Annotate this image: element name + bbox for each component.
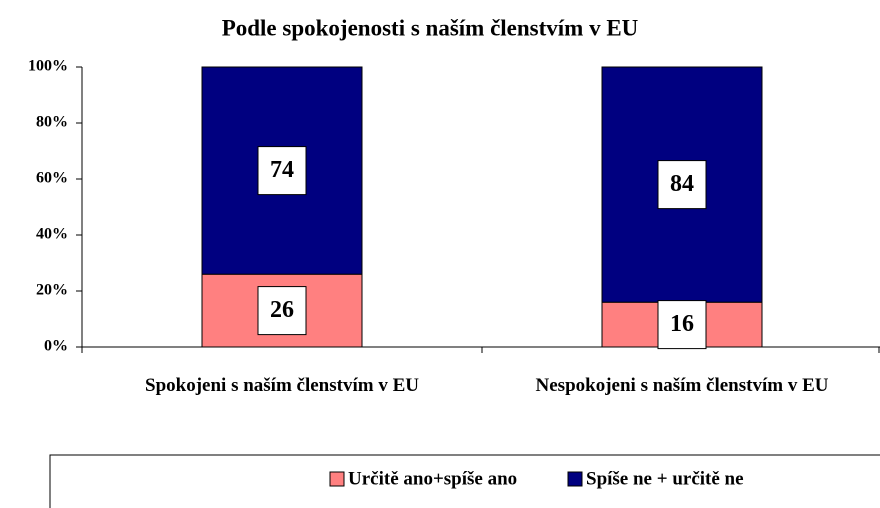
data-label: 16 xyxy=(670,311,694,337)
data-label: 26 xyxy=(270,297,294,323)
legend-label: Spíše ne + určitě ne xyxy=(586,468,744,489)
data-label-box xyxy=(657,160,707,210)
y-tick-label: 60% xyxy=(36,170,68,187)
y-tick-label: 80% xyxy=(36,114,68,131)
y-tick-label: 40% xyxy=(36,226,68,243)
x-tick-label: Nespokojeni s naším členstvím v EU xyxy=(535,375,829,396)
data-label: 74 xyxy=(270,157,294,183)
y-tick-label: 100% xyxy=(28,58,68,75)
legend-swatch xyxy=(329,471,345,487)
chart-title: Podle spokojenosti s naším členstvím v E… xyxy=(222,15,639,40)
data-label-box xyxy=(257,146,307,196)
x-tick-label: Spokojeni s naším členstvím v EU xyxy=(145,375,419,396)
y-tick-label: 0% xyxy=(44,338,68,355)
legend-box xyxy=(49,454,880,508)
y-tick-label: 20% xyxy=(36,282,68,299)
legend-label: Určitě ano+spíše ano xyxy=(348,468,517,489)
data-label: 84 xyxy=(670,171,694,197)
legend-swatch xyxy=(567,471,583,487)
data-label-box xyxy=(257,286,307,336)
data-label-box xyxy=(657,300,707,350)
